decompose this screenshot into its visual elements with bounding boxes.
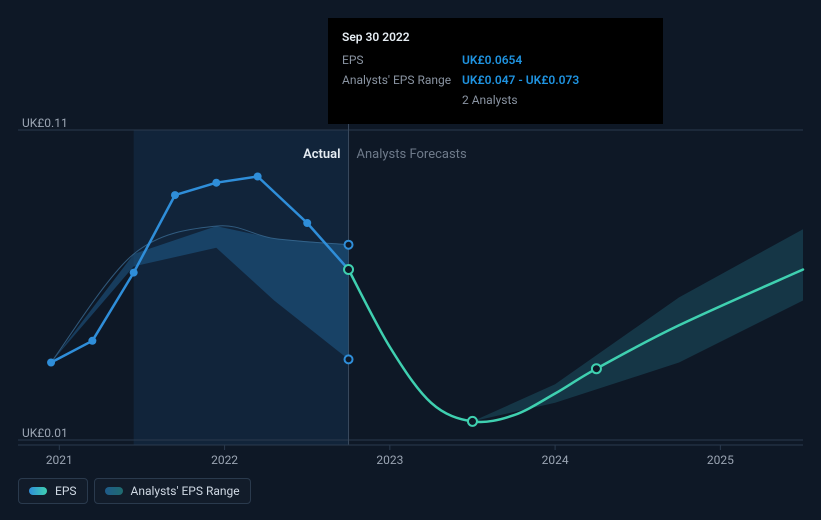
legend-swatch-range xyxy=(105,487,123,495)
tooltip-empty xyxy=(342,90,462,110)
legend-item-eps[interactable]: EPS xyxy=(18,478,88,504)
legend-label-eps: EPS xyxy=(55,484,77,498)
legend-label-range: Analysts' EPS Range xyxy=(131,484,240,498)
tooltip-eps-label: EPS xyxy=(342,50,462,70)
tooltip-range-label: Analysts' EPS Range xyxy=(342,70,462,90)
svg-text:UK£0.11: UK£0.11 xyxy=(22,116,68,130)
svg-text:2025: 2025 xyxy=(707,453,734,467)
tooltip-eps-value: UK£0.0654 xyxy=(462,50,649,70)
svg-text:Analysts Forecasts: Analysts Forecasts xyxy=(357,147,467,162)
legend-swatch-eps xyxy=(29,487,47,495)
svg-text:Actual: Actual xyxy=(303,147,340,162)
svg-text:2022: 2022 xyxy=(211,453,238,467)
tooltip-range-value: UK£0.047 - UK£0.073 xyxy=(462,70,649,90)
svg-text:2024: 2024 xyxy=(542,453,569,467)
tooltip-date: Sep 30 2022 xyxy=(342,28,649,46)
eps-chart: UK£0.11 UK£0.01 Actual Analysts Forecasts 20… xyxy=(0,0,821,520)
tooltip-table: EPS UK£0.0654 Analysts' EPS Range UK£0.0… xyxy=(342,50,649,110)
tooltip-analysts-count: 2 Analysts xyxy=(462,90,649,110)
legend-item-range[interactable]: Analysts' EPS Range xyxy=(94,478,251,504)
chart-legend: EPS Analysts' EPS Range xyxy=(18,478,251,504)
svg-text:2023: 2023 xyxy=(376,453,403,467)
svg-text:UK£0.01: UK£0.01 xyxy=(22,426,68,440)
chart-tooltip: Sep 30 2022 EPS UK£0.0654 Analysts' EPS … xyxy=(328,18,663,124)
svg-text:2021: 2021 xyxy=(46,453,73,467)
